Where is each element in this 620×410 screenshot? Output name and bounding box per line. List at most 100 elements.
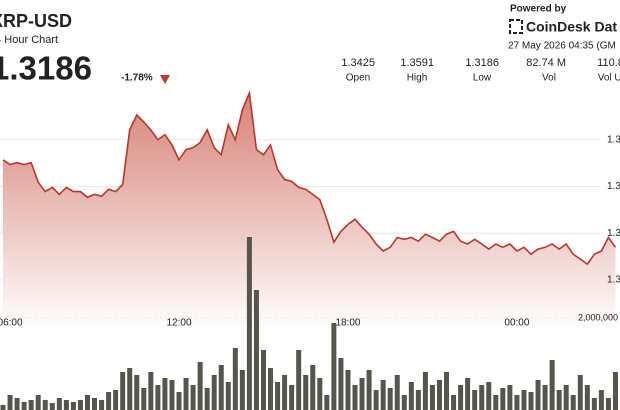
price-line [2,89,617,266]
volume-bar [204,388,210,410]
x-tick-label: 12:00 [166,318,191,329]
volume-bar [56,397,62,410]
stat-value: 82.74 M [526,57,566,69]
brand: CoinDesk Dat [526,19,617,35]
volume-bar [542,385,548,410]
volume-bar [7,395,13,410]
stat-value: 1.3425 [341,57,375,69]
volume-bar [275,381,281,410]
x-tick-label: 06:00 [0,318,23,329]
volume-bar [535,380,541,410]
volume-bar [21,401,27,410]
y-tick-label: 1.3 [607,181,620,192]
volume-bar [591,397,597,410]
stat-value: 110.88 [597,57,620,69]
volume-bar [387,388,393,410]
title: XRP-USD [0,11,72,31]
volume-bar [113,389,119,410]
volume-bar [303,374,309,410]
powered-by: Powered by [510,4,567,15]
volume-bar [486,381,492,410]
volume-bar [366,369,372,410]
y-tick-label: 2,000,000 [578,312,618,322]
price: 1.3186 [0,50,92,87]
volume-bar [563,385,569,410]
volume-bar [99,400,105,410]
volume-bar [373,389,379,410]
volume-bar [556,389,562,410]
volume-bar [176,392,182,410]
volume-bar [528,392,534,410]
volume-bar [310,365,316,410]
volume-bar [84,395,90,410]
y-tick-label: 1.3 [607,275,620,286]
volume-bar [70,401,76,410]
volume-bar [92,397,98,410]
volume-bar [493,395,499,410]
volume-bar [296,350,302,410]
volume-bar [63,400,69,410]
volume-bar [211,374,217,410]
volume-bar [345,369,351,410]
volume-bar [14,397,20,410]
stat-value: 1.3591 [400,57,434,69]
volume-bar [169,380,175,410]
x-tick-label: 18:00 [335,318,360,329]
volume-bar [521,389,527,410]
volume-bar [451,395,457,410]
volume-bar [28,400,34,410]
volume-bar [338,358,344,410]
volume-bar [317,377,323,410]
volume-bar [598,389,604,410]
stat-label: Vol [542,73,556,84]
change: -1.78% [121,73,153,84]
volume-bar [408,381,414,410]
volume-bar [162,377,168,410]
x-tick-label: 00:00 [504,318,529,329]
volume-bar [246,236,252,410]
volume-bar [35,395,41,410]
volume-bar [577,374,583,410]
volume-bar [415,389,421,410]
volume-bar [401,395,407,410]
volume-bar [239,369,245,410]
volume-bar [282,374,288,410]
volume-bar [612,372,618,410]
volume-bar [352,385,358,410]
volume-bar [289,385,295,410]
volume-bar [218,365,224,410]
volume-bar [260,350,266,410]
volume-bar [549,359,555,410]
volume-bar [127,368,133,410]
volume-bar [465,377,471,410]
volume-bar [106,392,112,410]
volume-bar [500,388,506,410]
timestamp: 27 May 2026 04:35 (GM [508,41,616,52]
brand-logo [509,19,523,34]
y-tick-label: 1.3 [607,228,620,239]
volume-bar [472,389,478,410]
volume-bar [141,388,147,410]
volume-bar [394,374,400,410]
area-fill [3,93,616,330]
volume-bar [197,362,203,410]
y-tick-label: 1.3 [607,134,620,145]
stat-label: High [407,73,428,84]
volume-bar [49,403,55,410]
subtitle: 24 Hour Chart [0,34,58,46]
volume-bar [479,385,485,410]
volume-bar [324,395,330,410]
volume-bar [570,395,576,410]
volume-bar [514,395,520,410]
volume-bar [0,404,6,410]
volume-bar [429,385,435,410]
volume-bar [134,374,140,410]
volume-bar [436,380,442,410]
volume-bar [148,372,154,410]
volume-bar [42,400,48,410]
volume-bar [268,368,274,410]
volume-bar [183,377,189,410]
volume-bar [190,385,196,410]
stat-label: Vol US [598,73,620,84]
